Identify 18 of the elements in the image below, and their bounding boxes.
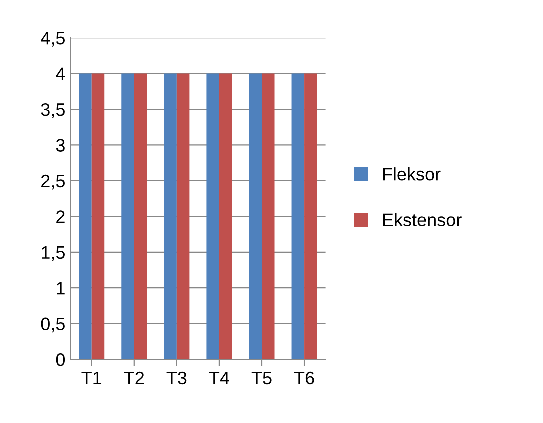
y-tick-label: 0: [56, 353, 66, 366]
y-tick-label: 1,5: [42, 246, 65, 262]
x-tick-label: T4: [209, 372, 230, 384]
y-tick-label: 4: [56, 68, 66, 80]
x-tick-label: T3: [166, 372, 187, 385]
y-tick-label: 2,5: [42, 174, 65, 190]
y-tick-label: 3,5: [41, 103, 65, 118]
x-tick-label: T6: [294, 372, 314, 385]
x-tick-label: T1: [82, 372, 102, 384]
y-tick-label: 3: [56, 139, 65, 152]
legend-label: Ekstensor: [383, 213, 462, 227]
x-tick-label: T5: [252, 372, 272, 385]
x-tick-label: T2: [124, 372, 144, 384]
y-tick-label: 1: [57, 282, 65, 295]
y-tick-label: 0,5: [41, 318, 65, 333]
legend-label: Fleksor: [383, 168, 441, 181]
y-tick-label: 4,5: [41, 32, 65, 47]
y-tick-label: 2: [56, 210, 65, 224]
